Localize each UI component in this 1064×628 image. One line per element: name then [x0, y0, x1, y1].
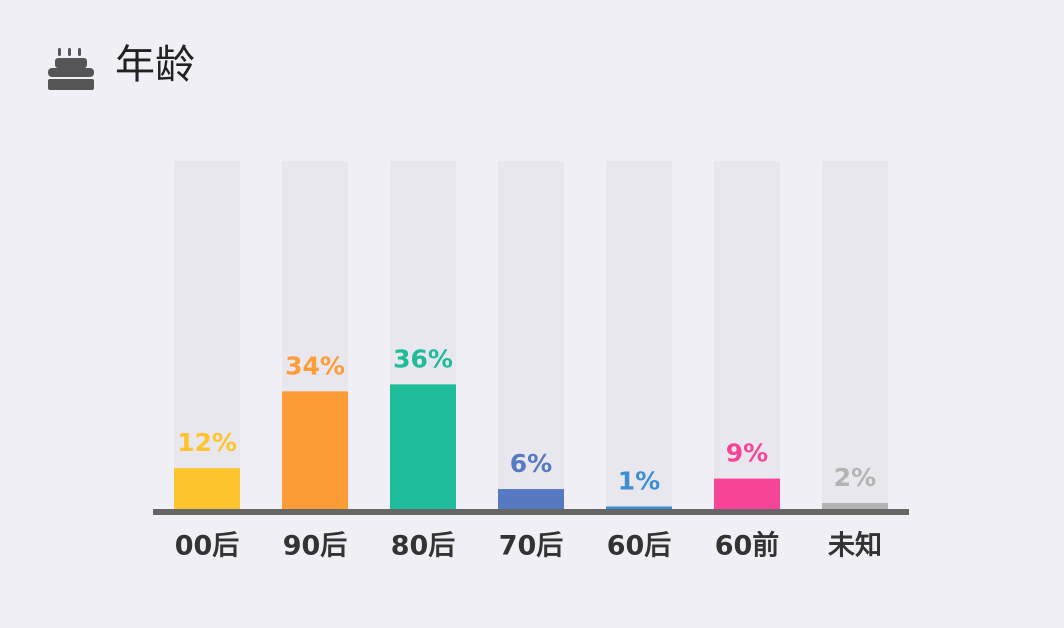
value-label: 9%: [726, 439, 768, 468]
x-tick-label: 90后: [283, 531, 348, 562]
chart-title: 年龄: [115, 42, 195, 88]
x-tick-label: 60后: [607, 531, 672, 562]
x-tick-label: 70后: [499, 531, 564, 562]
bar-track: [822, 161, 888, 510]
value-label: 1%: [618, 467, 660, 496]
baseline: [153, 509, 909, 515]
bar: [282, 391, 348, 510]
value-label: 36%: [393, 344, 453, 373]
bar: [174, 468, 240, 510]
bar: [714, 478, 780, 510]
x-tick-label: 60前: [715, 530, 780, 562]
value-label: 2%: [834, 463, 876, 492]
bar: [498, 489, 564, 510]
x-tick-label: 80后: [391, 531, 456, 562]
bar: [822, 503, 888, 510]
bar-track: [714, 161, 780, 510]
x-tick-label: 00后: [175, 531, 240, 562]
cake-icon: [48, 48, 94, 90]
bar-track: [606, 161, 672, 510]
bar: [390, 384, 456, 510]
x-tick-label: 未知: [828, 531, 882, 562]
value-label: 12%: [177, 428, 237, 457]
bar: [606, 506, 672, 510]
value-label: 6%: [510, 449, 552, 478]
value-label: 34%: [285, 351, 345, 380]
bar-track: [174, 161, 240, 510]
bar-track: [498, 161, 564, 510]
